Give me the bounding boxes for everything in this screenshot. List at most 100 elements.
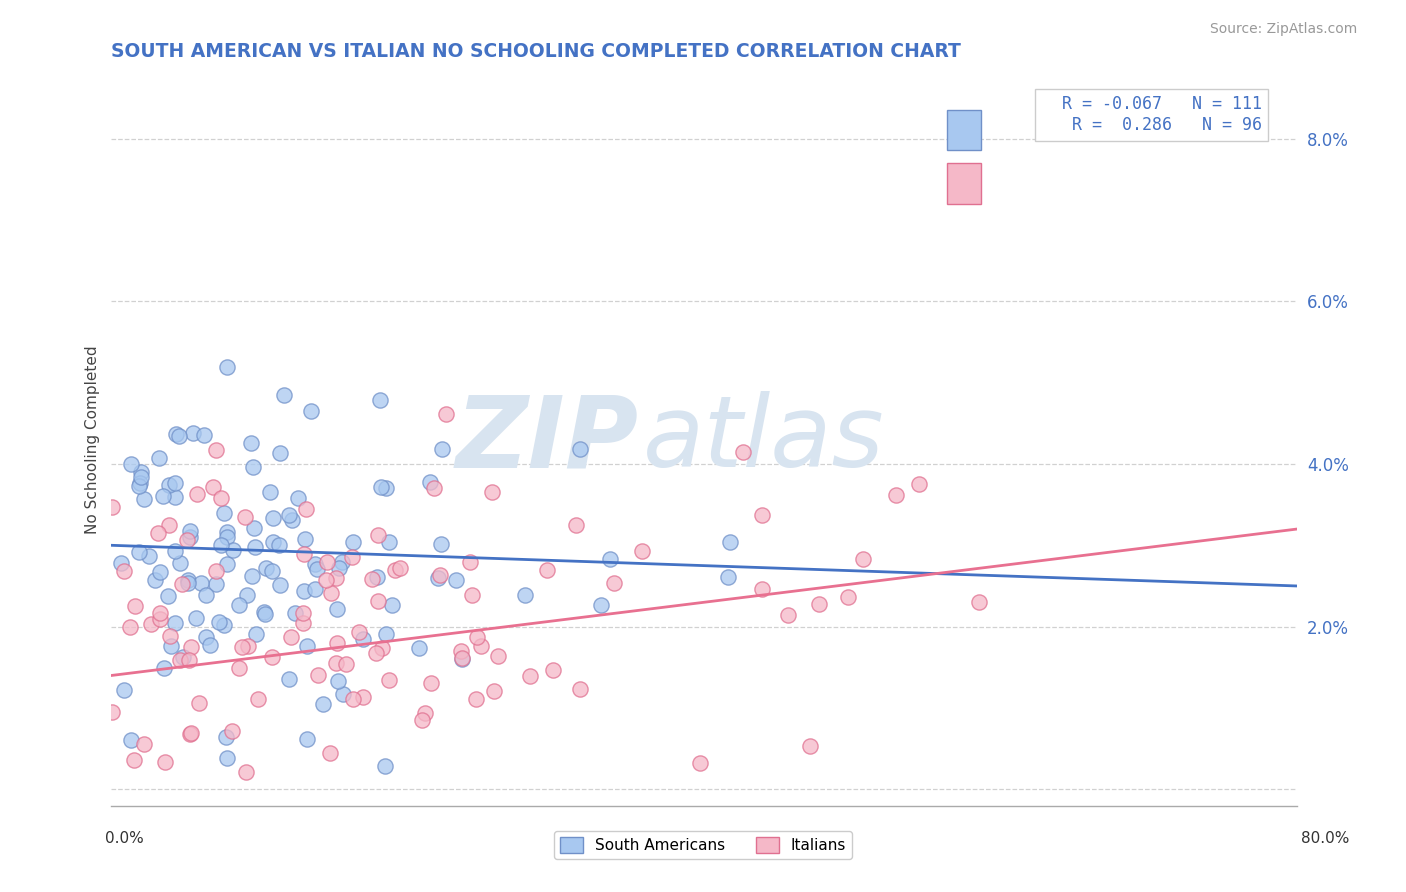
Point <box>292 583 315 598</box>
Point <box>419 676 441 690</box>
Point <box>184 610 207 624</box>
Point <box>367 528 389 542</box>
Point <box>254 561 277 575</box>
Point <box>209 538 232 552</box>
Point <box>384 563 406 577</box>
Text: ZIP: ZIP <box>456 391 640 488</box>
Point <box>231 640 253 654</box>
Point <box>569 442 592 457</box>
Point <box>153 755 176 769</box>
Point <box>381 599 404 613</box>
Point <box>204 577 226 591</box>
Point <box>159 628 181 642</box>
Point <box>335 657 357 672</box>
Point <box>212 506 235 520</box>
Point <box>179 653 201 667</box>
Point <box>120 733 142 747</box>
Point <box>278 508 301 522</box>
Point <box>149 606 172 620</box>
Point <box>281 514 304 528</box>
Point <box>352 632 374 646</box>
Point <box>347 624 370 639</box>
Point <box>591 598 613 612</box>
Point <box>269 446 291 460</box>
Text: SOUTH AMERICAN VS ITALIAN NO SCHOOLING COMPLETED CORRELATION CHART: SOUTH AMERICAN VS ITALIAN NO SCHOOLING C… <box>111 42 962 61</box>
Point <box>307 667 329 681</box>
Point <box>599 552 621 566</box>
Point <box>423 481 446 495</box>
FancyBboxPatch shape <box>948 163 980 203</box>
Point <box>837 590 859 604</box>
Point <box>163 490 186 504</box>
Point <box>177 575 200 590</box>
Point <box>240 436 263 450</box>
Text: R = -0.067   N = 111
  R =  0.286   N = 96: R = -0.067 N = 111 R = 0.286 N = 96 <box>1042 95 1261 134</box>
Point <box>181 425 204 440</box>
Point <box>165 426 187 441</box>
Point <box>731 444 754 458</box>
Point <box>458 555 481 569</box>
Point <box>157 517 180 532</box>
Point <box>112 682 135 697</box>
Text: atlas: atlas <box>643 391 884 488</box>
Point <box>411 713 433 727</box>
Point <box>481 484 503 499</box>
Point <box>148 451 170 466</box>
Point <box>143 573 166 587</box>
Point <box>208 615 231 629</box>
Point <box>247 692 270 706</box>
Point <box>342 692 364 706</box>
Point <box>470 639 492 653</box>
Point <box>408 641 430 656</box>
Point <box>799 739 821 753</box>
Point <box>295 732 318 747</box>
Point <box>287 491 309 505</box>
Y-axis label: No Schooling Completed: No Schooling Completed <box>86 345 100 533</box>
Point <box>235 764 257 779</box>
Point <box>319 586 342 600</box>
Point <box>280 630 302 644</box>
Point <box>484 683 506 698</box>
Point <box>375 626 398 640</box>
Point <box>450 650 472 665</box>
Point <box>215 530 238 544</box>
Point <box>262 534 284 549</box>
Point <box>378 535 401 549</box>
Point <box>186 487 208 501</box>
Point <box>235 510 257 524</box>
FancyBboxPatch shape <box>948 110 980 151</box>
Point <box>245 627 267 641</box>
Point <box>221 723 243 738</box>
Point <box>124 599 146 613</box>
Point <box>242 459 264 474</box>
Point <box>630 543 652 558</box>
Text: 80.0%: 80.0% <box>1302 831 1350 846</box>
Point <box>291 607 314 621</box>
Point <box>370 640 392 655</box>
Point <box>215 359 238 374</box>
Point <box>176 574 198 588</box>
Point <box>519 669 541 683</box>
Point <box>149 612 172 626</box>
Point <box>179 530 201 544</box>
Point <box>138 549 160 564</box>
Point <box>367 593 389 607</box>
Point <box>342 535 364 549</box>
Point <box>120 457 142 471</box>
Point <box>134 737 156 751</box>
Point <box>240 568 263 582</box>
Point <box>190 575 212 590</box>
Point <box>267 538 290 552</box>
Point <box>212 618 235 632</box>
Point <box>128 476 150 491</box>
Point <box>236 639 259 653</box>
Point <box>312 697 335 711</box>
Point <box>152 489 174 503</box>
Point <box>325 656 347 670</box>
Point <box>260 650 283 665</box>
Point <box>426 571 449 585</box>
Point <box>262 511 284 525</box>
Point <box>434 408 457 422</box>
Point <box>254 607 277 622</box>
Point <box>169 653 191 667</box>
